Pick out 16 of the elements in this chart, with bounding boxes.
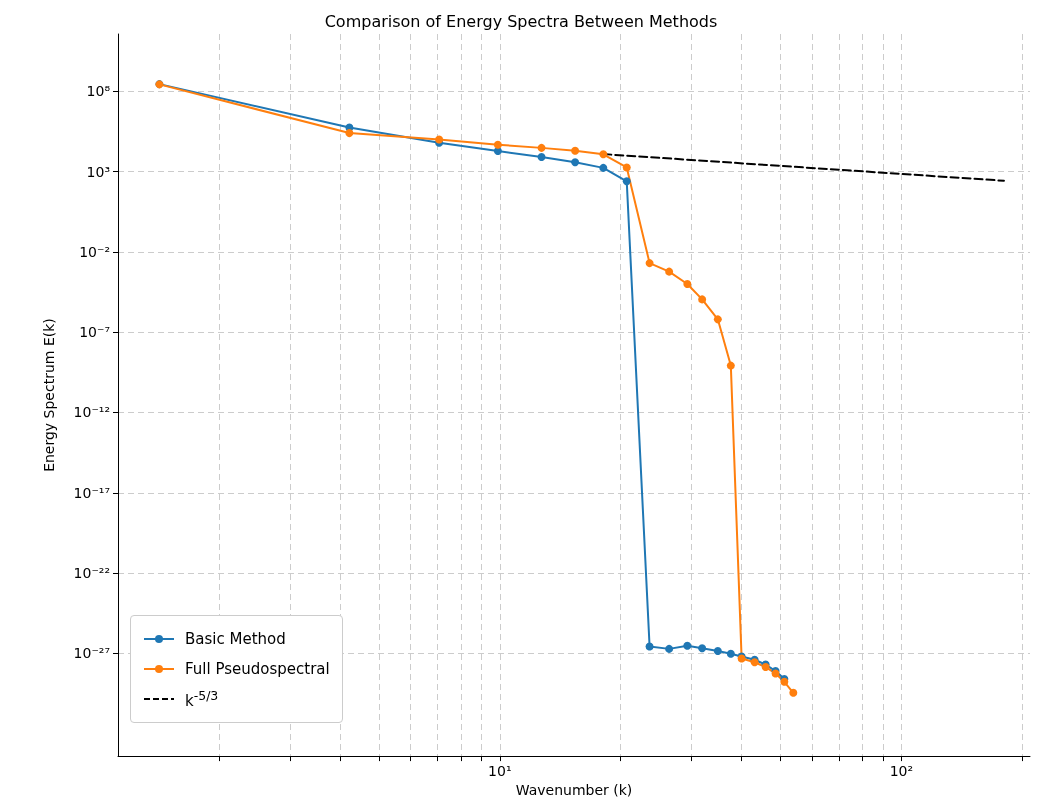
y-tick-label: 10⁻²² [73, 565, 110, 582]
y-tick-label: 10⁻²⁷ [73, 645, 110, 662]
legend-label: k$^{-5/3}$ [185, 688, 219, 710]
y-tick-label: 10⁸ [86, 83, 111, 100]
y-tick-label: 10⁻¹² [73, 404, 110, 421]
x-axis-title: Wavenumber (k) [515, 782, 633, 798]
y-axis-title: Energy Spectrum E(k) [41, 318, 57, 472]
legend-label: Basic Method [185, 630, 286, 648]
chart-title: Comparison of Energy Spectra Between Methods [324, 11, 718, 31]
y-tick-label: 10⁻¹⁷ [73, 484, 110, 501]
legend-label: Full Pseudospectral [185, 660, 330, 678]
y-tick-label: 10⁻⁷ [79, 324, 110, 341]
y-tick-label: 10⁻² [79, 243, 110, 260]
y-tick-label: 10³ [86, 163, 110, 180]
x-tick-label: 10² [889, 763, 914, 780]
x-tick-label: 10¹ [488, 763, 512, 780]
